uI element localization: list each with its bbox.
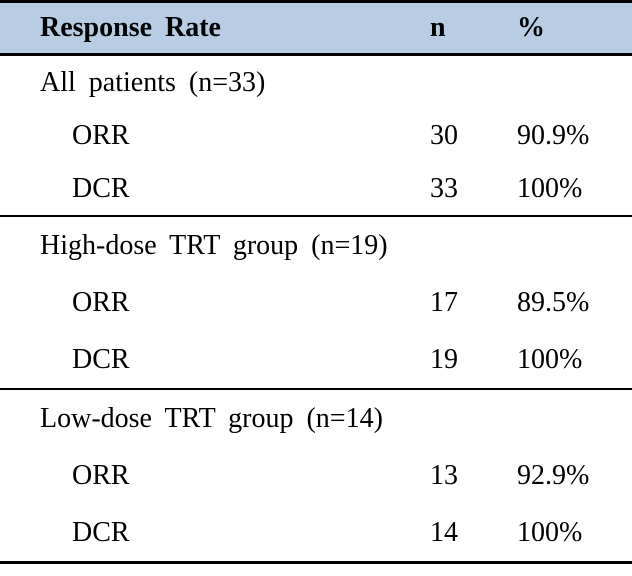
response-rate-table: Response Rate n % All patients (n=33) OR… (0, 0, 632, 564)
n-value: 19 (430, 343, 458, 375)
table-row: DCR 19 100% (0, 331, 632, 388)
table-row: ORR 17 89.5% (0, 274, 632, 331)
section-label: All patients (n=33) (40, 66, 266, 98)
section-label: Low-dose TRT group (n=14) (40, 402, 383, 434)
pct-value: 100% (517, 343, 583, 375)
row-label: ORR (72, 459, 130, 491)
header-n: n (430, 12, 446, 43)
n-value: 14 (430, 516, 458, 548)
pct-value: 100% (517, 172, 583, 204)
section-label-row: All patients (n=33) (0, 56, 632, 109)
row-label: DCR (72, 172, 130, 204)
row-label: DCR (72, 343, 130, 375)
section-all-patients: All patients (n=33) ORR 30 90.9% DCR 33 … (0, 56, 632, 217)
table-row: DCR 33 100% (0, 162, 632, 215)
pct-value: 89.5% (517, 286, 590, 318)
section-high-dose: High-dose TRT group (n=19) ORR 17 89.5% … (0, 217, 632, 390)
table-row: ORR 30 90.9% (0, 109, 632, 162)
section-low-dose: Low-dose TRT group (n=14) ORR 13 92.9% D… (0, 390, 632, 564)
table-header-row: Response Rate n % (0, 0, 632, 56)
table-row: ORR 13 92.9% (0, 447, 632, 504)
header-percent: % (517, 12, 545, 43)
section-label: High-dose TRT group (n=19) (40, 229, 388, 261)
row-label: ORR (72, 286, 130, 318)
row-label: DCR (72, 516, 130, 548)
pct-value: 92.9% (517, 459, 590, 491)
section-label-row: High-dose TRT group (n=19) (0, 217, 632, 274)
header-response-rate: Response Rate (40, 12, 221, 43)
section-label-row: Low-dose TRT group (n=14) (0, 390, 632, 447)
pct-value: 90.9% (517, 119, 590, 151)
n-value: 30 (430, 119, 458, 151)
n-value: 33 (430, 172, 458, 204)
n-value: 17 (430, 286, 458, 318)
pct-value: 100% (517, 516, 583, 548)
table-row: DCR 14 100% (0, 504, 632, 561)
n-value: 13 (430, 459, 458, 491)
row-label: ORR (72, 119, 130, 151)
